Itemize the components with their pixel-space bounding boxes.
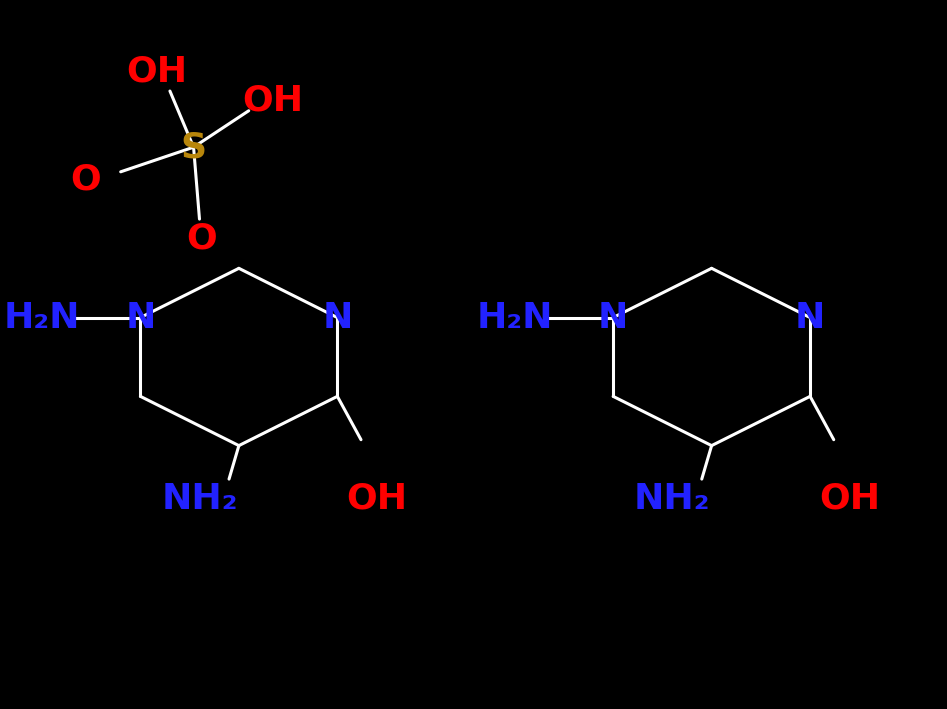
Text: N: N — [125, 301, 155, 335]
Text: N: N — [598, 301, 628, 335]
Text: H₂N: H₂N — [476, 301, 553, 335]
Text: OH: OH — [127, 55, 188, 89]
Text: O: O — [70, 162, 100, 196]
Text: OH: OH — [819, 482, 880, 515]
Text: OH: OH — [241, 84, 303, 118]
Text: N: N — [795, 301, 825, 335]
Text: S: S — [181, 130, 206, 164]
Text: O: O — [186, 222, 217, 256]
Text: NH₂: NH₂ — [161, 482, 238, 515]
Text: NH₂: NH₂ — [634, 482, 710, 515]
Text: H₂N: H₂N — [4, 301, 80, 335]
Text: OH: OH — [347, 482, 407, 515]
Text: N: N — [322, 301, 352, 335]
